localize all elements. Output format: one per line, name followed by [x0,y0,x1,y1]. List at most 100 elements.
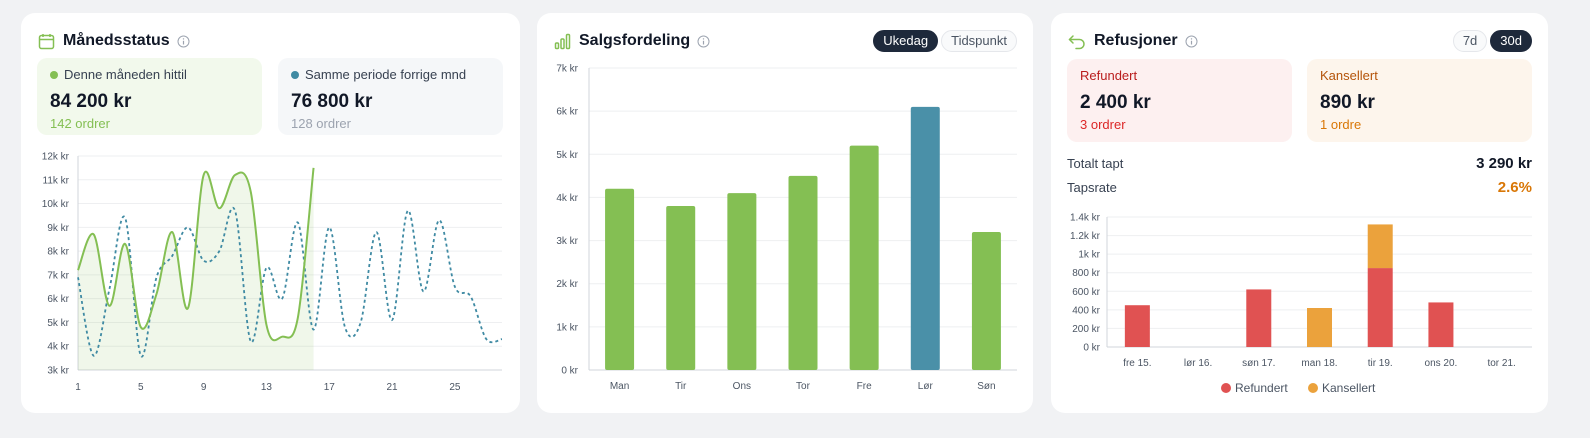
y-tick-label: 9k kr [47,223,69,234]
y-tick-label: 200 kr [1072,324,1100,335]
x-tick-label: 21 [387,382,399,393]
bar-tor [788,175,818,370]
info-icon[interactable] [697,35,710,48]
refunds-header: Refusjoner [1068,32,1198,50]
y-tick-label: 12k kr [42,152,70,163]
bar-refunded [1124,305,1150,347]
x-tick-label: Fre [857,381,872,392]
y-tick-label: 400 kr [1072,305,1100,316]
x-tick-label: tir 19. [1368,358,1393,369]
monthly-status-card: Månedsstatus Denne måneden hittil 84 200… [21,13,520,413]
x-tick-label: søn 17. [1242,358,1275,369]
x-tick-label: fre 15. [1123,358,1151,369]
bar-søn [971,231,1001,370]
sales-view-toggle: Ukedag Tidspunkt [873,30,1017,52]
weekday-bar-chart: 0 kr 1k kr 2k kr 3k kr 4k kr 5k kr 6k kr 7k kr M… [556,64,1017,392]
legend-dot-icon [1308,383,1318,393]
x-tick-label: 5 [138,382,144,393]
bar-man [605,188,635,370]
x-tick-label: 25 [449,382,461,393]
stat-value: 84 200 kr [50,91,132,112]
tab-30d[interactable]: 30d [1490,30,1532,52]
y-tick-label: 3k kr [47,366,69,377]
stat-orders: 142 ordrer [50,116,110,131]
y-tick-label: 3k kr [556,236,578,247]
monthly-line-chart: 3k kr 4k kr 5k kr 6k kr 7k kr 8k kr 9k kr 10k k… [42,152,503,393]
stat-label: Samme periode forrige mnd [305,67,467,82]
x-tick-label: Man [610,381,629,392]
tab-7d[interactable]: 7d [1452,30,1488,52]
green-dot-icon [50,70,58,79]
x-tick-label: 17 [324,382,336,393]
y-tick-label: 5k kr [47,318,69,329]
bar-cancelled [1367,224,1393,269]
y-tick-label: 6k kr [556,107,578,118]
y-tick-label: 600 kr [1072,287,1100,298]
cancelled-stat: Kansellert 890 kr 1 ordre [1307,59,1532,142]
bar-refunded [1428,302,1454,347]
current-month-area [78,167,314,370]
tab-time-of-day[interactable]: Tidspunkt [941,30,1017,52]
bar-refunded [1367,268,1393,347]
y-tick-label: 11k kr [43,175,70,186]
page-title: Refusjoner [1094,32,1178,49]
x-tick-label: man 18. [1301,358,1337,369]
total-lost-label: Totalt tapt [1067,156,1124,171]
y-tick-label: 6k kr [47,294,69,305]
info-icon[interactable] [177,35,190,48]
undo-arrow-icon [1068,33,1086,50]
y-tick-label: 4k kr [47,342,69,353]
current-month-line [77,167,315,342]
y-tick-label: 7k kr [47,270,69,281]
y-tick-label: 5k kr [556,150,578,161]
tab-weekday[interactable]: Ukedag [873,30,939,52]
refunds-period-toggle: 7d 30d [1452,30,1532,52]
refunds-stacked-bar-chart: 0 kr 200 kr 400 kr 600 kr 800 kr 1k kr 1.2k kr… [1070,213,1532,395]
refunded-stat: Refundert 2 400 kr 3 ordrer [1067,59,1292,142]
page-title: Månedsstatus [63,32,170,49]
x-tick-label: Lør [918,381,934,392]
bar-tir [666,206,696,370]
x-tick-label: Tor [796,381,811,392]
x-tick-label: 13 [261,382,273,393]
y-tick-label: 1.4k kr [1070,213,1101,224]
y-tick-label: 7k kr [556,64,578,75]
y-tick-label: 10k kr [42,199,70,210]
x-tick-label: ons 20. [1425,358,1458,369]
bar-chart-icon [554,33,571,50]
x-tick-label: 9 [201,382,207,393]
x-tick-label: Søn [977,381,995,392]
y-tick-label: 2k kr [556,279,578,290]
stat-label: Kansellert [1320,68,1378,83]
bar-ons [727,193,757,370]
legend-label: Refundert [1235,381,1288,395]
total-lost-value: 3 290 kr [1476,155,1532,172]
x-tick-label: lør 16. [1184,358,1212,369]
y-tick-label: 800 kr [1072,268,1100,279]
y-tick-label: 0 kr [561,366,578,377]
stat-value: 890 kr [1320,92,1375,113]
x-tick-label: tor 21. [1487,358,1515,369]
stat-orders: 1 ordre [1320,117,1362,132]
legend-label: Kansellert [1322,381,1376,395]
monthly-status-header: Månedsstatus [38,32,190,50]
y-tick-label: 8k kr [47,247,69,258]
info-icon[interactable] [1185,35,1198,48]
stat-orders: 3 ordrer [1080,117,1126,132]
previous-month-line [77,206,503,358]
y-tick-label: 1k kr [1078,250,1100,261]
blue-dot-icon [291,70,299,79]
loss-rate-label: Tapsrate [1067,180,1117,195]
bar-refunded [1246,289,1272,347]
x-tick-label: Ons [733,381,751,392]
page-title: Salgsfordeling [579,32,691,49]
stat-orders: 128 ordrer [291,116,351,131]
x-tick-label: 1 [75,382,81,393]
stat-label: Denne måneden hittil [64,67,187,82]
y-tick-label: 1k kr [556,322,578,333]
current-month-stat: Denne måneden hittil 84 200 kr 142 ordre… [37,58,262,135]
loss-rate-value: 2.6% [1497,179,1532,196]
y-tick-label: 0 kr [1083,343,1100,354]
previous-month-stat: Samme periode forrige mnd 76 800 kr 128 … [278,58,503,135]
calendar-icon [38,33,55,50]
